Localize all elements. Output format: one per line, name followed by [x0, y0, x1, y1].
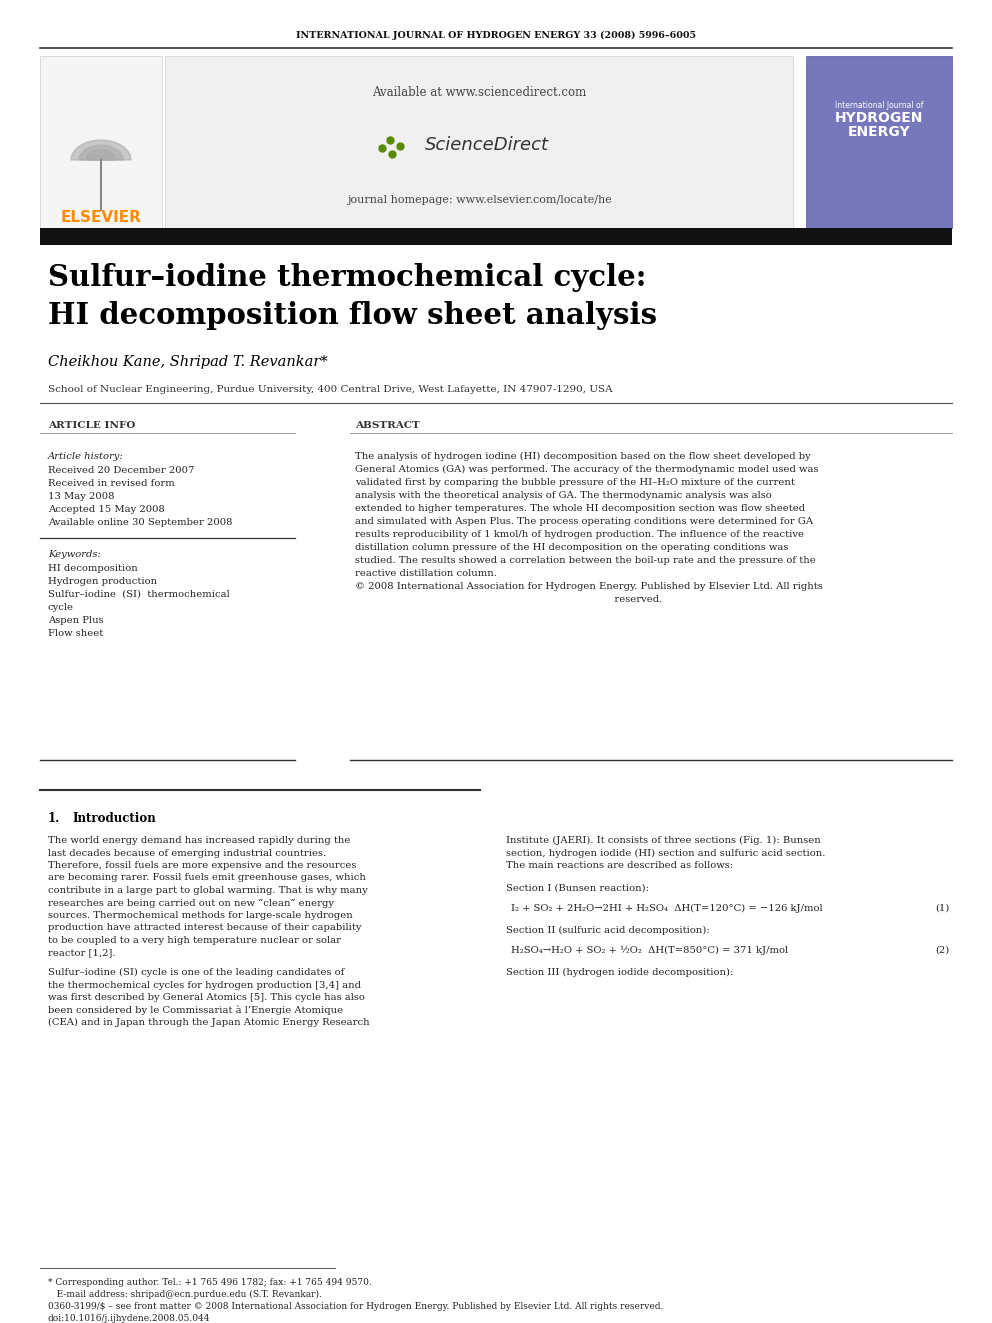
- Text: H₂SO₄→H₂O + SO₂ + ½O₂  ΔH(T=850°C) = 371 kJ/mol: H₂SO₄→H₂O + SO₂ + ½O₂ ΔH(T=850°C) = 371 …: [511, 946, 788, 955]
- Text: was first described by General Atomics [5]. This cycle has also: was first described by General Atomics […: [48, 994, 365, 1002]
- Text: ABSTRACT: ABSTRACT: [355, 421, 420, 430]
- Text: researches are being carried out on new “clean” energy: researches are being carried out on new …: [48, 898, 334, 908]
- Text: The main reactions are described as follows:: The main reactions are described as foll…: [506, 861, 733, 871]
- Text: extended to higher temperatures. The whole HI decomposition section was flow she: extended to higher temperatures. The who…: [355, 504, 806, 513]
- Text: 1.: 1.: [48, 812, 61, 826]
- Text: (CEA) and in Japan through the Japan Atomic Energy Research: (CEA) and in Japan through the Japan Ato…: [48, 1017, 370, 1027]
- Text: to be coupled to a very high temperature nuclear or solar: to be coupled to a very high temperature…: [48, 935, 341, 945]
- Text: The world energy demand has increased rapidly during the: The world energy demand has increased ra…: [48, 836, 350, 845]
- Bar: [40, 228, 952, 245]
- Text: ELSEVIER: ELSEVIER: [61, 210, 142, 225]
- Text: Sulfur–iodine thermochemical cycle:: Sulfur–iodine thermochemical cycle:: [48, 263, 647, 292]
- Text: INTERNATIONAL JOURNAL OF HYDROGEN ENERGY 33 (2008) 5996–6005: INTERNATIONAL JOURNAL OF HYDROGEN ENERGY…: [296, 30, 696, 40]
- Text: Aspen Plus: Aspen Plus: [48, 617, 103, 624]
- Polygon shape: [71, 140, 131, 160]
- Text: are becoming rarer. Fossil fuels emit greenhouse gases, which: are becoming rarer. Fossil fuels emit gr…: [48, 873, 366, 882]
- Text: Available online 30 September 2008: Available online 30 September 2008: [48, 519, 232, 527]
- Text: validated first by comparing the bubble pressure of the HI–H₂O mixture of the cu: validated first by comparing the bubble …: [355, 478, 795, 487]
- Text: Therefore, fossil fuels are more expensive and the resources: Therefore, fossil fuels are more expensi…: [48, 861, 356, 871]
- Text: The analysis of hydrogen iodine (HI) decomposition based on the flow sheet devel: The analysis of hydrogen iodine (HI) dec…: [355, 452, 810, 462]
- Text: HYDROGEN: HYDROGEN: [835, 111, 924, 124]
- Text: journal homepage: www.elsevier.com/locate/he: journal homepage: www.elsevier.com/locat…: [346, 194, 611, 205]
- Text: Cheikhou Kane, Shripad T. Revankar*: Cheikhou Kane, Shripad T. Revankar*: [48, 355, 327, 369]
- Text: the thermochemical cycles for hydrogen production [3,4] and: the thermochemical cycles for hydrogen p…: [48, 980, 361, 990]
- Text: reactor [1,2].: reactor [1,2].: [48, 949, 115, 958]
- Text: Hydrogen production: Hydrogen production: [48, 577, 157, 586]
- Text: Received 20 December 2007: Received 20 December 2007: [48, 466, 194, 475]
- Text: ENERGY: ENERGY: [848, 124, 911, 139]
- Text: reactive distillation column.: reactive distillation column.: [355, 569, 497, 578]
- Text: sources. Thermochemical methods for large-scale hydrogen: sources. Thermochemical methods for larg…: [48, 912, 353, 919]
- Text: I₂ + SO₂ + 2H₂O→2HI + H₂SO₄  ΔH(T=120°C) = −126 kJ/mol: I₂ + SO₂ + 2H₂O→2HI + H₂SO₄ ΔH(T=120°C) …: [511, 904, 822, 913]
- Text: HI decomposition flow sheet analysis: HI decomposition flow sheet analysis: [48, 302, 657, 331]
- Text: production have attracted interest because of their capability: production have attracted interest becau…: [48, 923, 361, 933]
- Text: reserved.: reserved.: [355, 595, 663, 605]
- Text: cycle: cycle: [48, 603, 74, 613]
- Text: last decades because of emerging industrial countries.: last decades because of emerging industr…: [48, 848, 326, 857]
- Text: 0360-3199/$ – see front matter © 2008 International Association for Hydrogen Ene: 0360-3199/$ – see front matter © 2008 In…: [48, 1302, 664, 1311]
- Text: distillation column pressure of the HI decomposition on the operating conditions: distillation column pressure of the HI d…: [355, 542, 789, 552]
- Text: contribute in a large part to global warming. That is why many: contribute in a large part to global war…: [48, 886, 368, 894]
- Text: Introduction: Introduction: [72, 812, 156, 826]
- Bar: [40, 56, 162, 228]
- Text: School of Nuclear Engineering, Purdue University, 400 Central Drive, West Lafaye: School of Nuclear Engineering, Purdue Un…: [48, 385, 613, 394]
- Text: Institute (JAERI). It consists of three sections (Fig. 1): Bunsen: Institute (JAERI). It consists of three …: [506, 836, 820, 845]
- Text: HI decomposition: HI decomposition: [48, 564, 138, 573]
- Text: analysis with the theoretical analysis of GA. The thermodynamic analysis was als: analysis with the theoretical analysis o…: [355, 491, 772, 500]
- Text: (2): (2): [935, 946, 950, 954]
- Text: Flow sheet: Flow sheet: [48, 628, 103, 638]
- Text: results reproducibility of 1 kmol/h of hydrogen production. The influence of the: results reproducibility of 1 kmol/h of h…: [355, 531, 804, 538]
- Text: 13 May 2008: 13 May 2008: [48, 492, 114, 501]
- Text: Sulfur–iodine (SI) cycle is one of the leading candidates of: Sulfur–iodine (SI) cycle is one of the l…: [48, 968, 344, 978]
- Text: studied. The results showed a correlation between the boil-up rate and the press: studied. The results showed a correlatio…: [355, 556, 815, 565]
- Text: Accepted 15 May 2008: Accepted 15 May 2008: [48, 505, 165, 515]
- Text: doi:10.1016/j.ijhydene.2008.05.044: doi:10.1016/j.ijhydene.2008.05.044: [48, 1314, 210, 1323]
- Text: Keywords:: Keywords:: [48, 550, 101, 560]
- Polygon shape: [86, 149, 116, 160]
- Text: section, hydrogen iodide (HI) section and sulfuric acid section.: section, hydrogen iodide (HI) section an…: [506, 848, 825, 857]
- Text: © 2008 International Association for Hydrogen Energy. Published by Elsevier Ltd.: © 2008 International Association for Hyd…: [355, 582, 822, 591]
- Text: and simulated with Aspen Plus. The process operating conditions were determined : and simulated with Aspen Plus. The proce…: [355, 517, 813, 527]
- FancyBboxPatch shape: [165, 56, 793, 228]
- Text: * Corresponding author. Tel.: +1 765 496 1782; fax: +1 765 494 9570.: * Corresponding author. Tel.: +1 765 496…: [48, 1278, 372, 1287]
- Text: (1): (1): [935, 904, 950, 913]
- Text: Sulfur–iodine  (SI)  thermochemical: Sulfur–iodine (SI) thermochemical: [48, 590, 230, 599]
- Text: Section III (hydrogen iodide decomposition):: Section III (hydrogen iodide decompositi…: [506, 967, 733, 976]
- Text: E-mail address: shripad@ecn.purdue.edu (S.T. Revankar).: E-mail address: shripad@ecn.purdue.edu (…: [48, 1290, 321, 1299]
- Text: Section II (sulfuric acid decomposition):: Section II (sulfuric acid decomposition)…: [506, 926, 709, 934]
- Bar: [806, 56, 952, 228]
- Text: Article history:: Article history:: [48, 452, 124, 460]
- Polygon shape: [79, 146, 123, 160]
- Text: ARTICLE INFO: ARTICLE INFO: [48, 421, 135, 430]
- Text: Received in revised form: Received in revised form: [48, 479, 175, 488]
- Text: Available at www.sciencedirect.com: Available at www.sciencedirect.com: [372, 86, 586, 98]
- Text: International Journal of: International Journal of: [835, 101, 924, 110]
- Text: ScienceDirect: ScienceDirect: [425, 136, 549, 153]
- Text: been considered by le Commissariat à l’Energie Atomique: been considered by le Commissariat à l’E…: [48, 1005, 343, 1015]
- Text: General Atomics (GA) was performed. The accuracy of the thermodynamic model used: General Atomics (GA) was performed. The …: [355, 464, 818, 474]
- Text: Section I (Bunsen reaction):: Section I (Bunsen reaction):: [506, 884, 649, 893]
